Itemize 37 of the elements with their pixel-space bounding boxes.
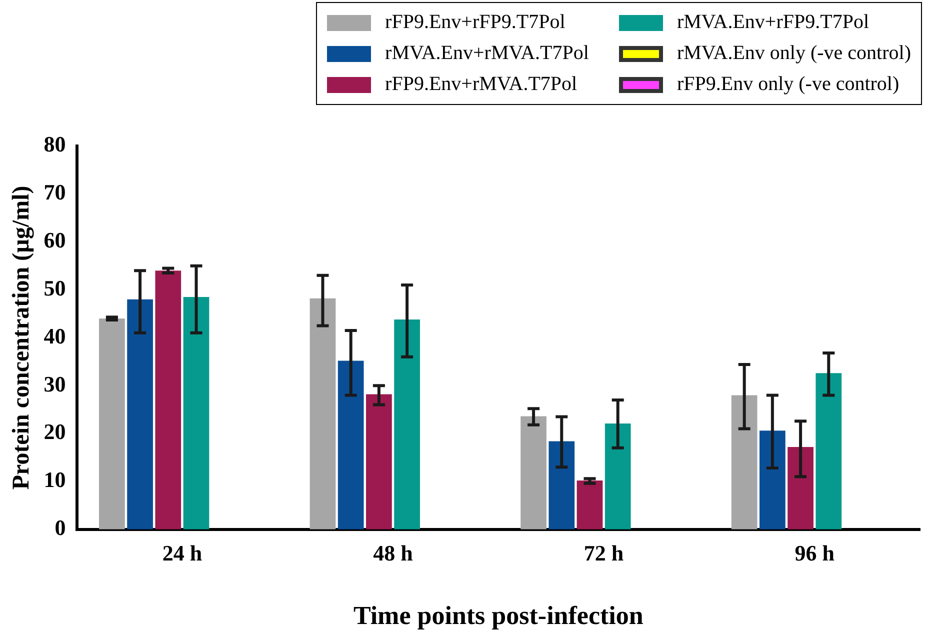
bar: [604, 423, 631, 530]
bar: [548, 441, 575, 530]
y-axis-title: Protein concentration (µg/ml): [8, 186, 35, 490]
bar: [731, 395, 758, 530]
bar: [99, 318, 125, 530]
bar: [127, 299, 153, 530]
bar: [183, 296, 210, 530]
y-tick-label: 70: [44, 180, 66, 205]
bar: [816, 373, 842, 530]
legend-label: rFP9.Env+rFP9.T7Pol: [385, 11, 566, 34]
legend-label: rFP9.Env only (-ve control): [676, 73, 900, 96]
y-tick-label: 0: [54, 515, 66, 540]
legend-label: rFP9.Env+rMVA.T7Pol: [385, 73, 578, 96]
bar: [310, 298, 336, 530]
bar: [788, 446, 814, 530]
x-tick-label: 96 h: [794, 540, 834, 566]
legend-label: rMVA.Env only (-ve control): [676, 42, 911, 65]
bar: [155, 270, 182, 530]
y-tick-label: 20: [44, 419, 66, 444]
y-tick-label: 10: [44, 467, 66, 492]
y-tick-label: 30: [44, 371, 66, 396]
legend-label: rMVA.Env+rMVA.T7Pol: [385, 42, 589, 65]
y-tick-label: 80: [44, 132, 66, 157]
x-tick-label: 72 h: [584, 540, 624, 566]
y-tick-label: 40: [44, 323, 66, 348]
bar: [576, 480, 603, 530]
bar: [520, 416, 546, 530]
bar: [760, 430, 786, 530]
x-tick-label: 24 h: [162, 540, 202, 566]
y-tick-label: 60: [44, 228, 66, 253]
x-axis-title: Time points post-infection: [353, 601, 644, 630]
legend-label: rMVA.Env+rFP9.T7Pol: [676, 11, 870, 34]
bar: [366, 394, 392, 530]
bar: [394, 319, 420, 530]
x-tick-label: 48 h: [373, 540, 413, 566]
y-tick-label: 50: [44, 275, 66, 300]
bar: [338, 360, 364, 530]
